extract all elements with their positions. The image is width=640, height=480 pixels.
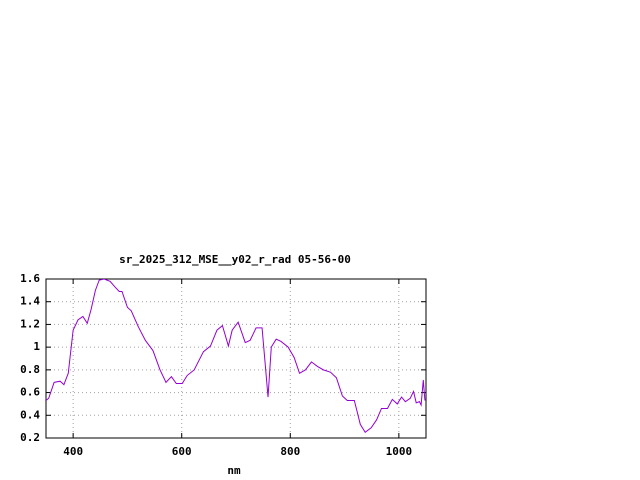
y-tick-label: 1 (33, 340, 40, 353)
data-line (46, 279, 426, 434)
y-tick-label: 0.8 (20, 363, 40, 376)
y-tick-label: 1.4 (20, 295, 40, 308)
x-tick-label: 400 (63, 445, 83, 458)
x-tick-label: 1000 (386, 445, 413, 458)
y-tick-label: 1.6 (20, 272, 40, 285)
x-tick-label: 600 (172, 445, 192, 458)
x-tick-label: 800 (280, 445, 300, 458)
chart-title: sr_2025_312_MSE__y02_r_rad 05-56-00 (119, 253, 351, 266)
y-tick-label: 0.4 (20, 408, 40, 421)
plot-border (45, 278, 427, 439)
y-tick-label: 0.2 (20, 431, 40, 444)
y-tick-label: 1.2 (20, 317, 40, 330)
y-tick-label: 0.6 (20, 386, 40, 399)
x-axis-label: nm (227, 464, 241, 477)
